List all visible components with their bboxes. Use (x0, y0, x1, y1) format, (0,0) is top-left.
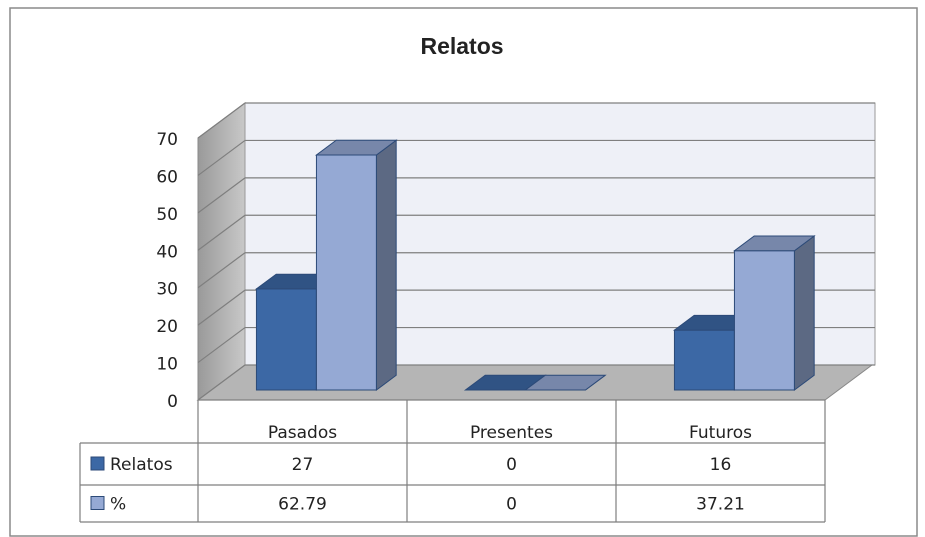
bar (732, 235, 816, 391)
bar-front (255, 288, 317, 391)
table-value: 16 (710, 455, 732, 475)
grid-line (197, 252, 246, 289)
y-tick-label: 30 (156, 280, 178, 300)
y-tick-label: 70 (156, 130, 178, 150)
grid-line (197, 102, 246, 139)
bar-top (523, 374, 607, 391)
bar (314, 139, 398, 391)
table-value: 37.21 (696, 495, 745, 515)
bar-top (314, 139, 398, 156)
y-tick-label: 10 (156, 355, 178, 375)
table-value: 62.79 (278, 495, 327, 515)
x-tick-label: Pasados (268, 423, 337, 443)
table-value: 27 (292, 455, 314, 475)
bar-side (793, 235, 815, 391)
x-tick-label: Presentes (470, 423, 553, 443)
left-wall (197, 102, 246, 401)
grid-line (197, 364, 246, 401)
table-value: 0 (506, 495, 517, 515)
grid-line (197, 327, 246, 364)
grid-line (197, 214, 246, 251)
legend-key (90, 496, 105, 510)
bar-top (732, 235, 816, 252)
y-tick-label: 20 (156, 317, 178, 337)
bar-front (315, 154, 377, 391)
legend-label: % (110, 495, 126, 515)
legend-label: Relatos (110, 455, 173, 475)
table-value: 0 (506, 455, 517, 475)
chart-title: Relatos (420, 33, 503, 59)
grid-line (197, 139, 246, 176)
bar-front (733, 250, 795, 391)
bar (523, 374, 607, 391)
bar-side (375, 139, 397, 391)
grid-line (197, 289, 246, 326)
y-tick-label: 60 (156, 167, 178, 187)
y-tick-label: 0 (167, 392, 178, 412)
legend-key (90, 456, 105, 471)
bar-front (673, 329, 735, 391)
y-tick-label: 50 (156, 205, 178, 225)
x-tick-label: Futuros (689, 423, 752, 443)
y-tick-label: 40 (156, 242, 178, 262)
grid-line (197, 177, 246, 214)
